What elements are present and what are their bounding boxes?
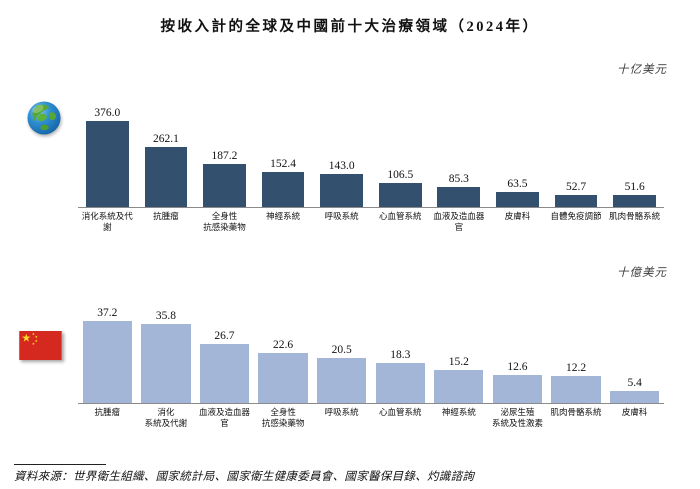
bar-slot: 187.2 [195,97,254,207]
bar-slot: 143.0 [312,97,371,207]
chart-title: 按收入計的全球及中國前十大治療領域（2024年） [160,19,540,35]
bar [320,174,364,207]
bar [199,344,250,403]
bar-value-label: 143.0 [328,160,355,173]
category-label: 血液及造血器官 [198,407,250,429]
category-label: 神經系統 [441,407,476,417]
bar-slot: 5.4 [605,293,664,403]
bar-slot: 63.5 [488,97,547,207]
bar-slot: 35.8 [137,293,196,403]
bar-value-label: 22.6 [273,339,294,352]
bar-slot: 376.0 [78,97,137,207]
bar [317,357,367,403]
category-label: 血液及造血器官 [433,211,485,233]
global-plot-area: 376.0 262.1 187.2 152.4 143.0 106.5 85.3 63.5 52… [78,97,664,208]
category-label: 消化系統及代謝 [144,407,188,429]
category-label: 心血管系統 [379,407,422,417]
bar [434,369,484,403]
bar [261,171,305,207]
bar [203,163,246,207]
bar-value-label: 376.0 [94,106,121,119]
bar-value-label: 187.2 [211,149,238,162]
bar-value-label: 15.2 [448,355,469,368]
bar [378,182,422,207]
category-label: 全身性 抗感染藥物 [203,211,246,233]
bar-value-label: 37.2 [97,307,118,320]
category-label: 呼吸系統 [324,211,359,221]
bar-slot: 52.7 [547,97,606,207]
bar-slot: 37.2 [78,293,137,403]
china-flag-icon [19,331,62,360]
bar-value-label: 262.1 [152,132,179,145]
bar [496,192,539,207]
bar [610,391,660,403]
bar-value-label: 12.2 [565,362,587,375]
category-label: 肌肉骨骼系統 [550,407,602,417]
bar [258,353,308,403]
globe-icon [26,100,62,136]
bar-slot: 152.4 [254,97,313,207]
category-label: 全身性 抗感染藥物 [261,407,305,429]
bar-slot: 106.5 [371,97,430,207]
bar-slot: 12.6 [488,293,547,403]
bar [437,187,481,207]
bar-value-label: 20.5 [331,343,352,356]
bar-slot: 12.2 [547,293,606,403]
category-label: 消化系統及代謝 [81,211,133,233]
bar-slot: 26.7 [195,293,254,403]
source-note: 資料來源：世界衛生組織、國家統計局、國家衛生健康委員會、國家醫保目錄、灼識諮詢 [14,471,475,483]
bar [554,194,598,207]
category-label: 自體免疫調節 [550,211,602,221]
bar-slot: 20.5 [312,293,371,403]
category-label: 皮膚科 [621,407,648,417]
bar-value-label: 85.3 [448,173,469,186]
bar [551,376,601,403]
category-label: 心血管系統 [379,211,422,221]
bar-slot: 15.2 [430,293,489,403]
bar-value-label: 18.3 [390,348,411,361]
global-axis-labels: 消化系統及代謝 抗腫瘤 全身性 抗感染藥物 神經系統 呼吸系統 心血管系統 血液及造血器官 皮膚… [78,211,664,234]
bar-value-label: 35.8 [155,310,176,323]
category-label: 抗腫瘤 [94,407,121,417]
category-label: 泌尿生殖 系統及性激素 [491,407,543,429]
china-plot-area: 37.2 35.8 26.7 22.6 20.5 18.3 15.2 12.6 12.2 5.4 [78,293,664,404]
bar-slot: 51.6 [605,97,664,207]
bar-slot: 262.1 [137,97,196,207]
bar-value-label: 52.7 [565,180,587,193]
china-unit-label: 十億美元 [617,267,667,279]
bar-value-label: 106.5 [387,168,414,181]
category-label: 肌肉骨骼系統 [609,211,661,221]
bar [141,324,191,403]
bar [85,120,129,207]
bar [144,146,188,207]
category-label: 抗腫瘤 [153,211,179,221]
bar-value-label: 63.5 [507,178,528,191]
bar-value-label: 152.4 [270,157,297,170]
footer-divider [14,464,106,465]
category-label: 呼吸系統 [324,407,359,417]
category-label: 神經系統 [266,211,301,221]
bar-value-label: 51.6 [624,181,645,194]
bar-slot: 18.3 [371,293,430,403]
bar-slot: 85.3 [430,97,489,207]
category-label: 皮膚科 [504,211,531,221]
bar-value-label: 26.7 [214,330,235,343]
china-axis-labels: 抗腫瘤 消化 系統及代謝 血液及造血器官 全身性 抗感染藥物 呼吸系統 心血管系統 神經系統 泌尿… [78,407,664,430]
bar-slot: 22.6 [254,293,313,403]
global-unit-label: 十亿美元 [617,64,667,76]
bar [613,195,657,207]
bar [375,362,425,403]
bar-value-label: 12.6 [507,361,528,374]
bar-value-label: 5.4 [627,377,642,390]
bar [492,375,543,403]
bar [82,321,132,403]
